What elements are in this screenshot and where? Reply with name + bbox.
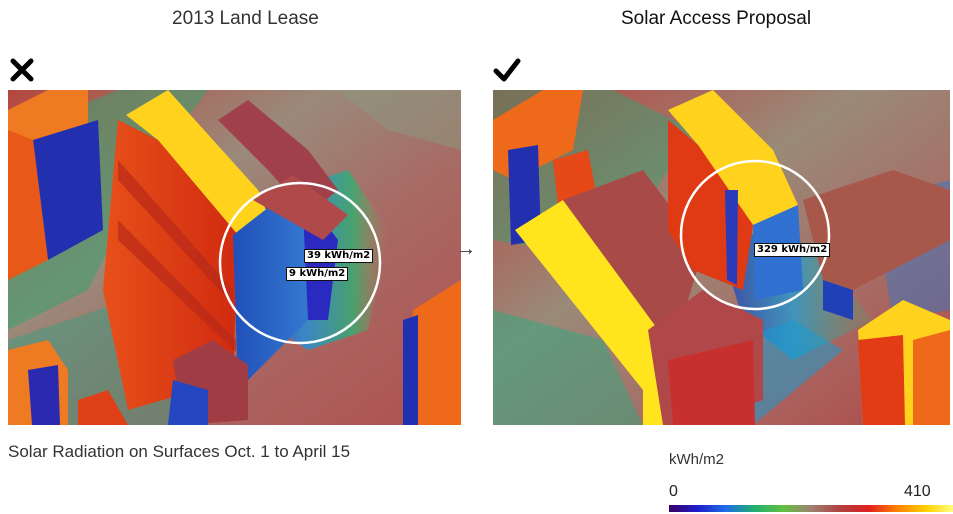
check-icon	[493, 58, 521, 82]
caption: Solar Radiation on Surfaces Oct. 1 to Ap…	[8, 442, 351, 461]
radiation-label: 9 kWh/m2	[286, 267, 349, 281]
arrow-icon: →	[456, 238, 476, 260]
radiation-label: 39 kWh/m2	[304, 249, 374, 263]
left-radiation-map: 39 kWh/m2 9 kWh/m2	[8, 90, 461, 425]
legend-min-value: 0	[669, 483, 678, 500]
left-panel-title: 2013 Land Lease	[172, 8, 319, 29]
legend-color-bar	[669, 505, 953, 512]
right-panel-title: Solar Access Proposal	[621, 8, 812, 29]
cross-icon	[10, 58, 34, 82]
radiation-label: 329 kWh/m2	[754, 243, 831, 257]
right-radiation-map: 329 kWh/m2	[493, 90, 950, 425]
legend-max-value: 410	[904, 483, 931, 500]
legend-unit: kWh/m2	[669, 451, 725, 468]
